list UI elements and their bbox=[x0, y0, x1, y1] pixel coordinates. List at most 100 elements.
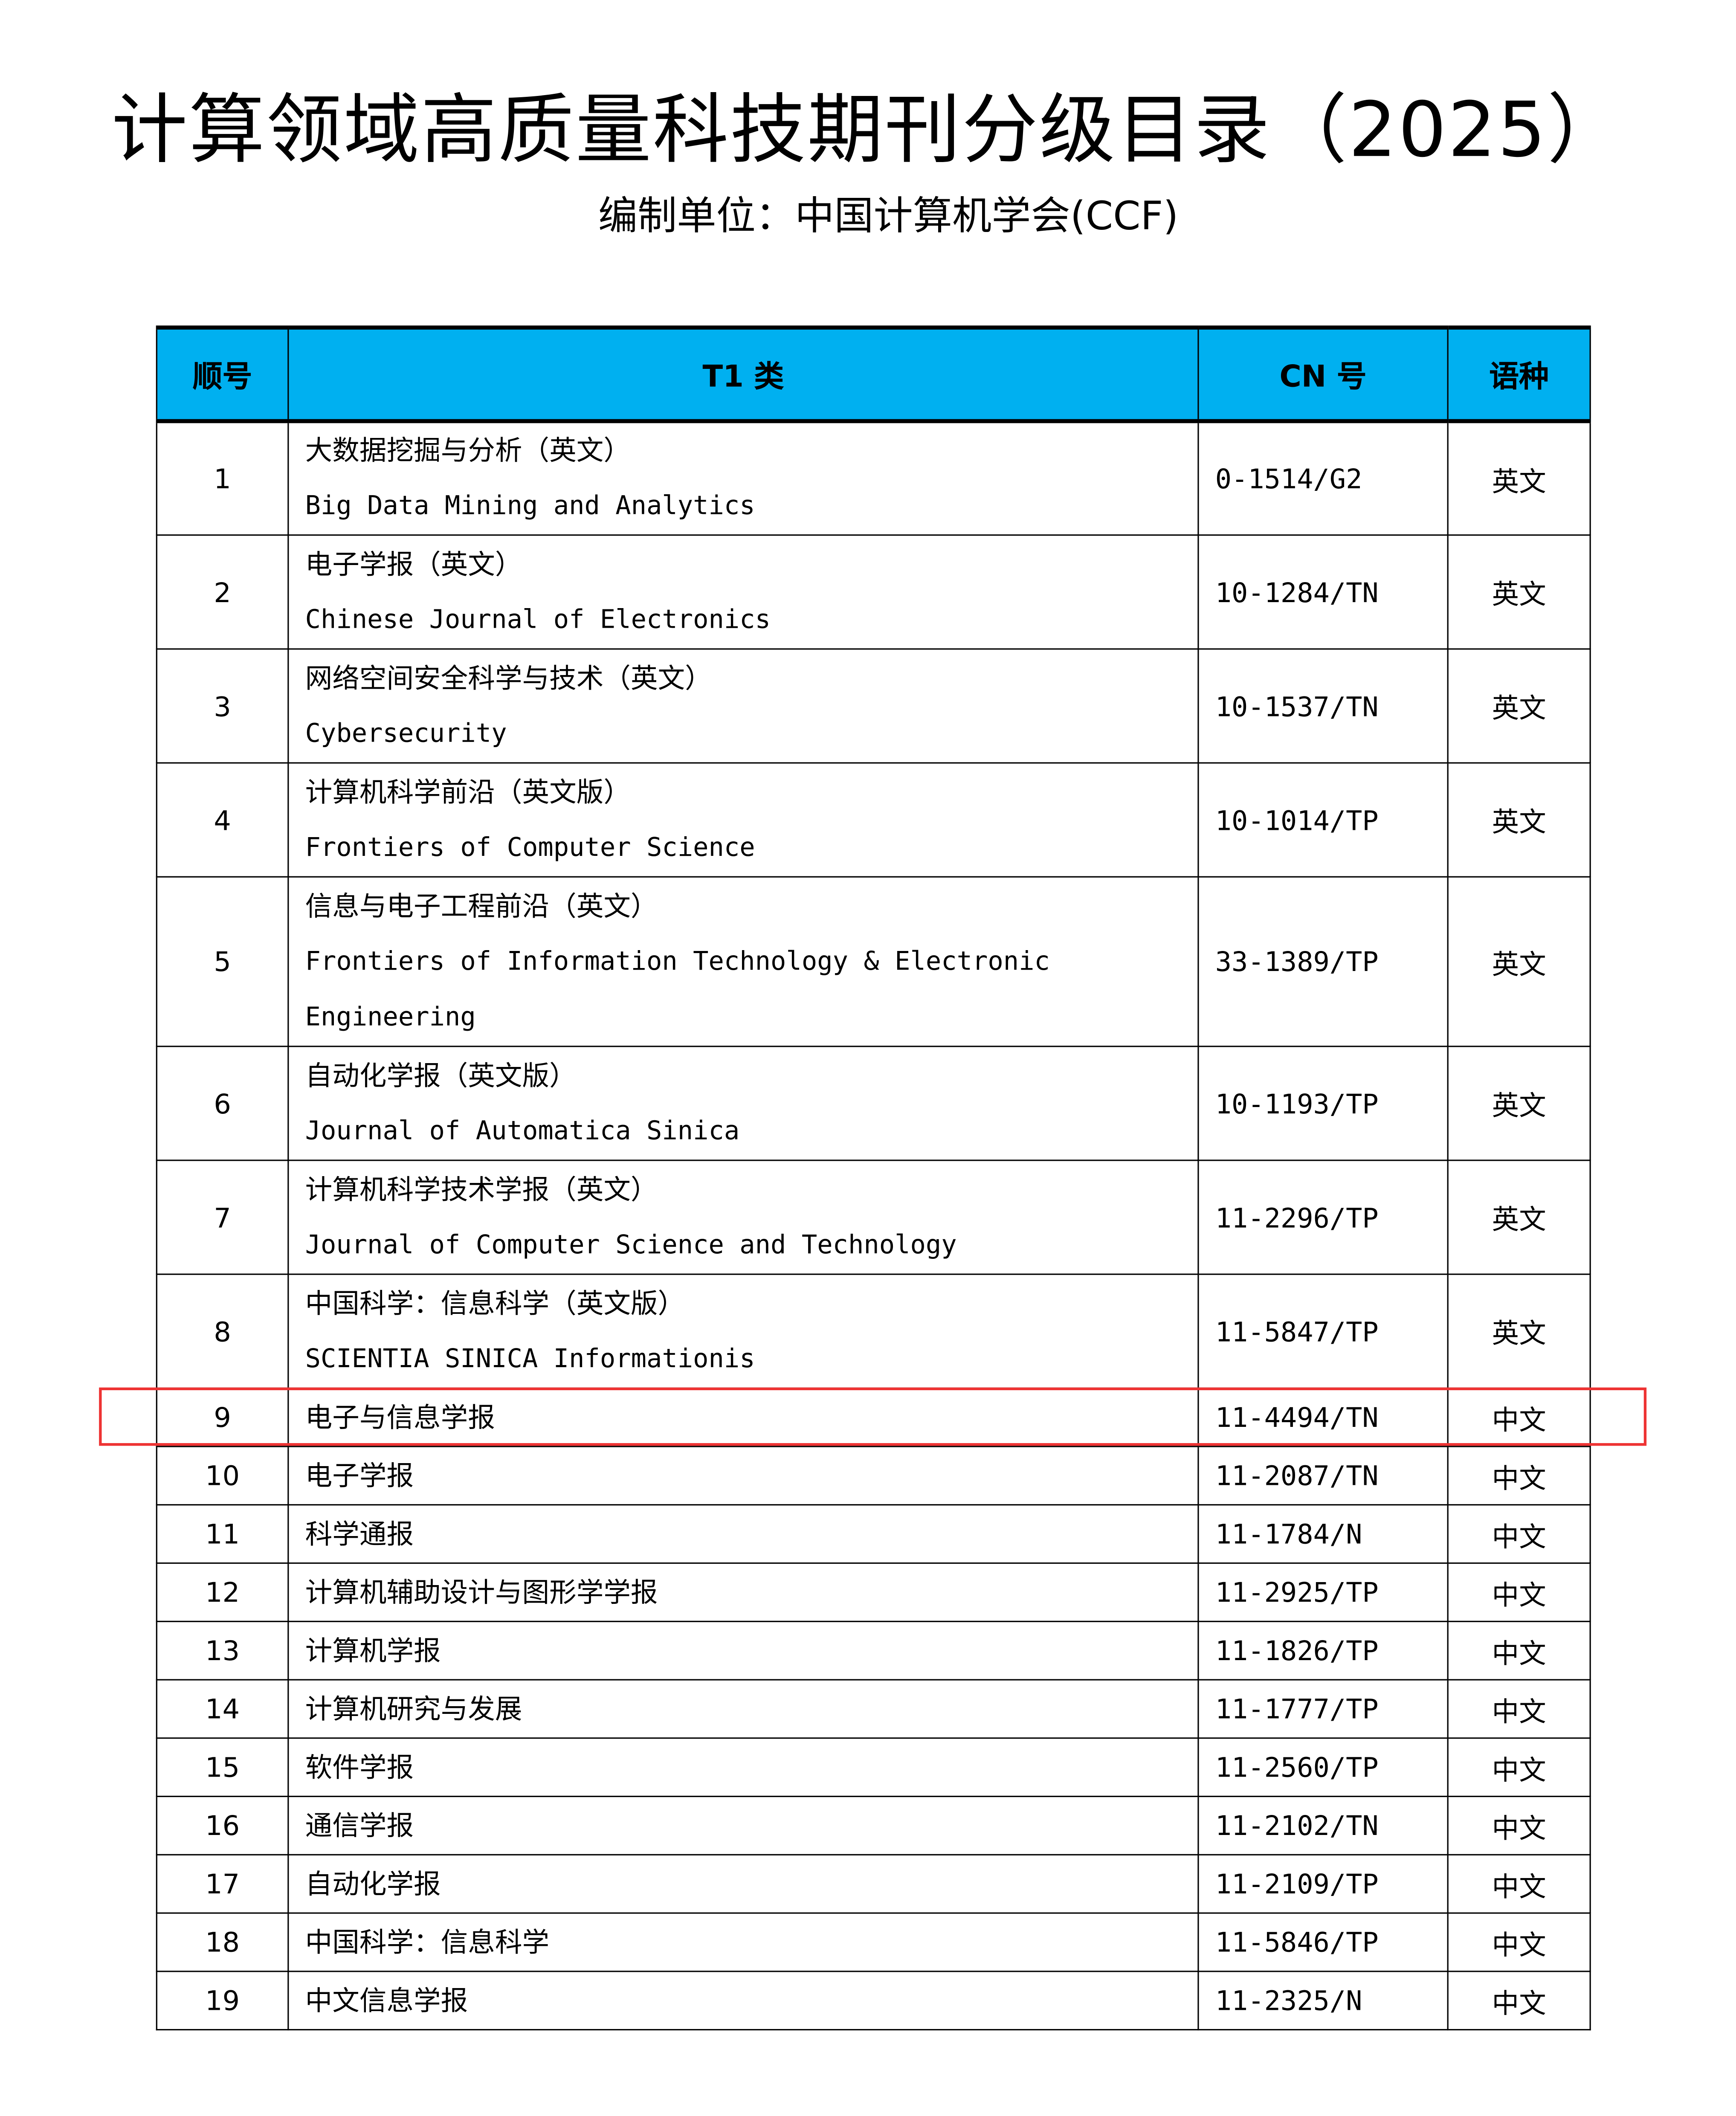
table-row: 6 自动化学报（英文版） Journal of Automatica Sinica 1… bbox=[156, 1046, 1591, 1161]
language: 中文 bbox=[1447, 1504, 1591, 1564]
cn-number: 10-1284/TN bbox=[1197, 534, 1449, 650]
language: 中文 bbox=[1447, 1387, 1591, 1447]
language: 英文 bbox=[1447, 762, 1591, 878]
table-row: 17 自动化学报 11-2109/TP 中文 bbox=[156, 1854, 1591, 1914]
journal-name-zh: 电子与信息学报 bbox=[305, 1400, 495, 1433]
cn-number: 10-1193/TP bbox=[1197, 1046, 1449, 1161]
cn-number: 11-2325/N bbox=[1197, 1971, 1449, 2031]
language: 中文 bbox=[1447, 1795, 1591, 1855]
journal-name-cell: 自动化学报（英文版） Journal of Automatica Sinica bbox=[287, 1046, 1199, 1161]
journal-name-zh: 自动化学报 bbox=[305, 1867, 441, 1900]
row-number: 3 bbox=[156, 648, 289, 764]
journal-name-zh: 计算机学报 bbox=[305, 1633, 441, 1667]
row-number: 1 bbox=[156, 420, 289, 536]
header-number: 顺号 bbox=[156, 325, 289, 423]
table-row: 7 计算机科学技术学报（英文） Journal of Computer Scienc… bbox=[156, 1159, 1591, 1275]
journal-name-zh: 自动化学报（英文版） bbox=[305, 1058, 577, 1091]
journal-name-cell: 大数据挖掘与分析（英文） Big Data Mining and Analytic… bbox=[287, 420, 1199, 536]
table-row: 19 中文信息学报 11-2325/N 中文 bbox=[156, 1971, 1591, 2031]
row-number: 6 bbox=[156, 1046, 289, 1161]
cn-number: 11-2925/TP bbox=[1197, 1562, 1449, 1622]
row-number: 5 bbox=[156, 876, 289, 1047]
journal-table: 顺号 T1 类 CN 号 语种 1 大数据挖掘与分析（英文） Big Data Mi… bbox=[156, 325, 1591, 2031]
journal-name-en: Journal of Automatica Sinica bbox=[305, 1115, 740, 1145]
row-number: 18 bbox=[156, 1912, 289, 1972]
cn-number: 11-2087/TN bbox=[1197, 1446, 1449, 1506]
language: 中文 bbox=[1447, 1737, 1591, 1797]
journal-name-en: Frontiers of Computer Science bbox=[305, 832, 755, 862]
journal-name-zh: 电子学报（英文） bbox=[305, 547, 522, 580]
row-number: 19 bbox=[156, 1971, 289, 2031]
cn-number: 11-4494/TN bbox=[1197, 1387, 1449, 1447]
journal-name-cell: 通信学报 bbox=[287, 1795, 1199, 1855]
language: 中文 bbox=[1447, 1446, 1591, 1506]
journal-name-zh: 网络空间安全科学与技术（英文） bbox=[305, 661, 712, 694]
row-number: 2 bbox=[156, 534, 289, 650]
journal-name-en: Cybersecurity bbox=[305, 718, 507, 748]
language: 中文 bbox=[1447, 1679, 1591, 1739]
cn-number: 11-5846/TP bbox=[1197, 1912, 1449, 1972]
header-t1: T1 类 bbox=[287, 325, 1199, 423]
row-number: 16 bbox=[156, 1795, 289, 1855]
table-row: 13 计算机学报 11-1826/TP 中文 bbox=[156, 1620, 1591, 1681]
language: 英文 bbox=[1447, 1159, 1591, 1275]
table-header-row: 顺号 T1 类 CN 号 语种 bbox=[156, 325, 1591, 423]
row-number: 15 bbox=[156, 1737, 289, 1797]
journal-name-cell: 软件学报 bbox=[287, 1737, 1199, 1797]
journal-name-cell: 科学通报 bbox=[287, 1504, 1199, 1564]
language: 中文 bbox=[1447, 1562, 1591, 1622]
table-row: 15 软件学报 11-2560/TP 中文 bbox=[156, 1737, 1591, 1797]
table-row: 8 中国科学：信息科学（英文版） SCIENTIA SINICA Informati… bbox=[156, 1273, 1591, 1389]
language: 英文 bbox=[1447, 420, 1591, 536]
journal-name-cell: 信息与电子工程前沿（英文） Frontiers of Information Te… bbox=[287, 876, 1199, 1047]
table-row: 3 网络空间安全科学与技术（英文） Cybersecurity 10-1537/TN 英… bbox=[156, 648, 1591, 764]
table-row: 18 中国科学：信息科学 11-5846/TP 中文 bbox=[156, 1912, 1591, 1972]
language: 英文 bbox=[1447, 876, 1591, 1047]
journal-name-cell: 计算机研究与发展 bbox=[287, 1679, 1199, 1739]
cn-number: 10-1014/TP bbox=[1197, 762, 1449, 878]
table-row: 4 计算机科学前沿（英文版） Frontiers of Computer Scien… bbox=[156, 762, 1591, 878]
row-number: 7 bbox=[156, 1159, 289, 1275]
cn-number: 10-1537/TN bbox=[1197, 648, 1449, 764]
row-number: 17 bbox=[156, 1854, 289, 1914]
journal-name-cell: 电子学报 bbox=[287, 1446, 1199, 1506]
cn-number: 11-1777/TP bbox=[1197, 1679, 1449, 1739]
row-number: 12 bbox=[156, 1562, 289, 1622]
header-language: 语种 bbox=[1447, 325, 1591, 423]
cn-number: 11-5847/TP bbox=[1197, 1273, 1449, 1389]
journal-name-zh: 大数据挖掘与分析（英文） bbox=[305, 434, 631, 467]
journal-name-en: SCIENTIA SINICA Informationis bbox=[305, 1343, 755, 1374]
table-row: 5 信息与电子工程前沿（英文） Frontiers of Information T… bbox=[156, 876, 1591, 1047]
journal-name-zh: 计算机辅助设计与图形学学报 bbox=[305, 1575, 658, 1608]
journal-name-zh: 科学通报 bbox=[305, 1517, 414, 1550]
page-title: 计算领域高质量科技期刊分级目录（2025） bbox=[111, 87, 1625, 175]
language: 英文 bbox=[1447, 534, 1591, 650]
language: 英文 bbox=[1447, 1046, 1591, 1161]
table-row: 1 大数据挖掘与分析（英文） Big Data Mining and Analyti… bbox=[156, 420, 1591, 536]
language: 中文 bbox=[1447, 1620, 1591, 1681]
cn-number: 11-1784/N bbox=[1197, 1504, 1449, 1564]
row-number: 14 bbox=[156, 1679, 289, 1739]
journal-name-zh: 信息与电子工程前沿（英文） bbox=[305, 889, 658, 922]
language: 中文 bbox=[1447, 1971, 1591, 2031]
table-row: 16 通信学报 11-2102/TN 中文 bbox=[156, 1795, 1591, 1855]
cn-number: 11-2109/TP bbox=[1197, 1854, 1449, 1914]
journal-name-zh: 计算机科学前沿（英文版） bbox=[305, 775, 631, 808]
journal-name-en: Frontiers of Information Technology & El… bbox=[305, 946, 1050, 1032]
cn-number: 11-2560/TP bbox=[1197, 1737, 1449, 1797]
table-row: 2 电子学报（英文） Chinese Journal of Electronics 1… bbox=[156, 534, 1591, 650]
journal-name-zh: 中国科学：信息科学（英文版） bbox=[305, 1286, 685, 1319]
language: 中文 bbox=[1447, 1854, 1591, 1914]
journal-name-en: Big Data Mining and Analytics bbox=[305, 491, 755, 521]
row-number: 13 bbox=[156, 1620, 289, 1681]
row-number: 10 bbox=[156, 1446, 289, 1506]
journal-name-en: Journal of Computer Science and Technolo… bbox=[305, 1229, 957, 1260]
journal-name-cell: 电子与信息学报 bbox=[287, 1387, 1199, 1447]
row-number: 8 bbox=[156, 1273, 289, 1389]
table-row: 14 计算机研究与发展 11-1777/TP 中文 bbox=[156, 1679, 1591, 1739]
language: 英文 bbox=[1447, 1273, 1591, 1389]
journal-name-cell: 计算机科学前沿（英文版） Frontiers of Computer Scienc… bbox=[287, 762, 1199, 878]
journal-name-cell: 电子学报（英文） Chinese Journal of Electronics bbox=[287, 534, 1199, 650]
table-row: 11 科学通报 11-1784/N 中文 bbox=[156, 1504, 1591, 1564]
